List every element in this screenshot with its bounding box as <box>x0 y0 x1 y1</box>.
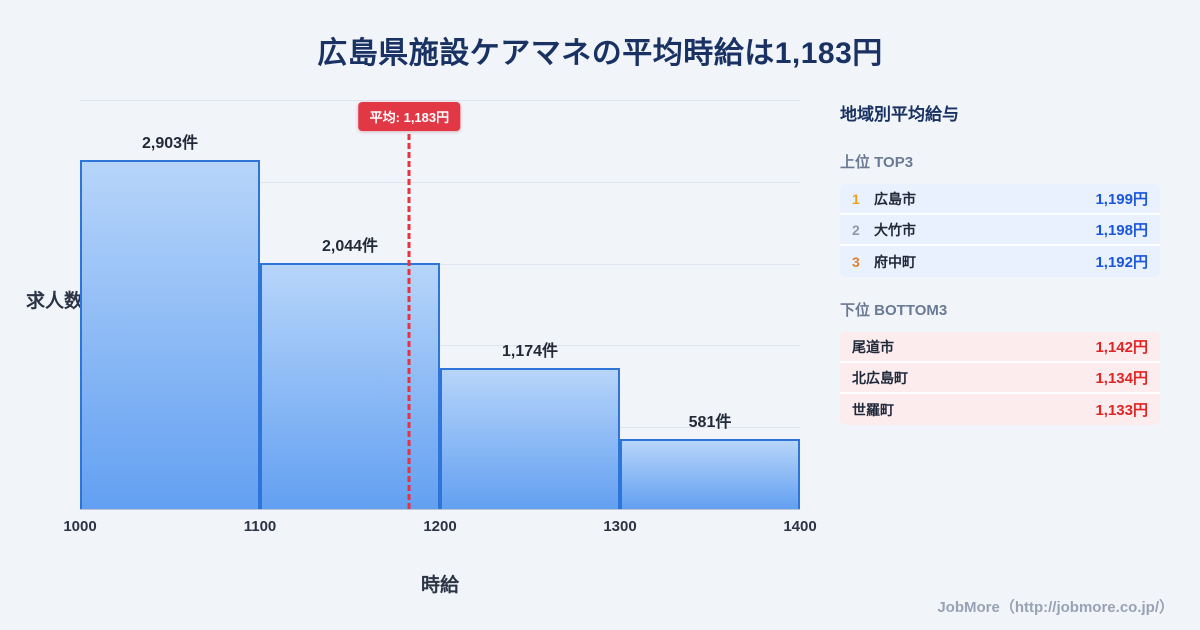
region-name: 大竹市 <box>874 221 916 238</box>
region-salary-sidebar: 地域別平均給与 上位 TOP3 1 広島市 1,199円 2 大竹市 1,198円 3 府中町… <box>840 100 1160 447</box>
histogram-bar <box>620 439 800 509</box>
bar-value-label: 1,174件 <box>501 342 559 360</box>
bar-value-label: 2,044件 <box>321 238 379 256</box>
gridline <box>80 345 800 347</box>
y-axis-label: 求人数 <box>26 291 84 312</box>
region-wage-value: 1,142円 <box>1095 339 1148 356</box>
bottom3-table: 尾道市 1,142円北広島町 1,134円世羅町 1,133円 <box>840 332 1160 425</box>
rank-row: 3 府中町 1,192円 <box>840 246 1160 277</box>
histogram-bar <box>80 159 260 509</box>
region-name: 北広島町 <box>852 369 908 386</box>
x-axis-tick: 1400 <box>783 518 817 535</box>
average-line <box>407 134 411 509</box>
rank-number: 1 <box>852 190 860 207</box>
bottom3-section-label: 下位 BOTTOM3 <box>840 302 948 319</box>
x-axis-label: 時給 <box>420 575 459 596</box>
rank-number: 3 <box>852 253 860 270</box>
top3-table: 1 広島市 1,199円 2 大竹市 1,198円 3 府中町 1,192円 <box>840 184 1160 277</box>
rank-row: 1 広島市 1,199円 <box>840 184 1160 215</box>
gridline <box>80 100 800 101</box>
chart-plot: 2,903件 2,044件 1,174件 581件 平均: 1,183円 1000 1100… <box>63 100 817 535</box>
region-wage-value: 1,198円 <box>1095 222 1148 239</box>
rank-row: 2 大竹市 1,198円 <box>840 215 1160 246</box>
rank-number: 2 <box>852 221 860 238</box>
histogram-bar <box>260 263 440 509</box>
histogram-bar <box>440 367 620 509</box>
rank-row: 尾道市 1,142円 <box>840 332 1160 363</box>
region-wage-value: 1,199円 <box>1095 191 1148 208</box>
page-title: 広島県施設ケアマネの平均時給は1,183円 <box>317 37 883 70</box>
sidebar-title: 地域別平均給与 <box>840 105 959 124</box>
rank-row: 世羅町 1,133円 <box>840 394 1160 425</box>
region-wage-value: 1,192円 <box>1095 254 1148 271</box>
region-name: 世羅町 <box>852 401 894 418</box>
region-wage-value: 1,133円 <box>1095 402 1148 419</box>
x-axis-tick: 1200 <box>423 518 457 535</box>
region-name: 尾道市 <box>852 338 894 355</box>
gridline <box>80 181 800 183</box>
region-name: 広島市 <box>874 190 916 207</box>
average-badge: 平均: 1,183円 <box>358 102 461 131</box>
bar-value-label: 581件 <box>688 414 732 432</box>
footer-credit: JobMore（http://jobmore.co.jp/） <box>937 599 1174 616</box>
gridline <box>80 263 800 265</box>
x-axis-tick: 1100 <box>243 518 277 535</box>
x-axis-tick: 1300 <box>603 518 637 535</box>
x-axis-tick: 1000 <box>63 518 97 535</box>
region-name: 府中町 <box>874 253 916 270</box>
rank-row: 北広島町 1,134円 <box>840 363 1160 394</box>
region-wage-value: 1,134円 <box>1095 370 1148 387</box>
bar-value-label: 2,903件 <box>141 134 199 152</box>
top3-section-label: 上位 TOP3 <box>840 154 914 171</box>
